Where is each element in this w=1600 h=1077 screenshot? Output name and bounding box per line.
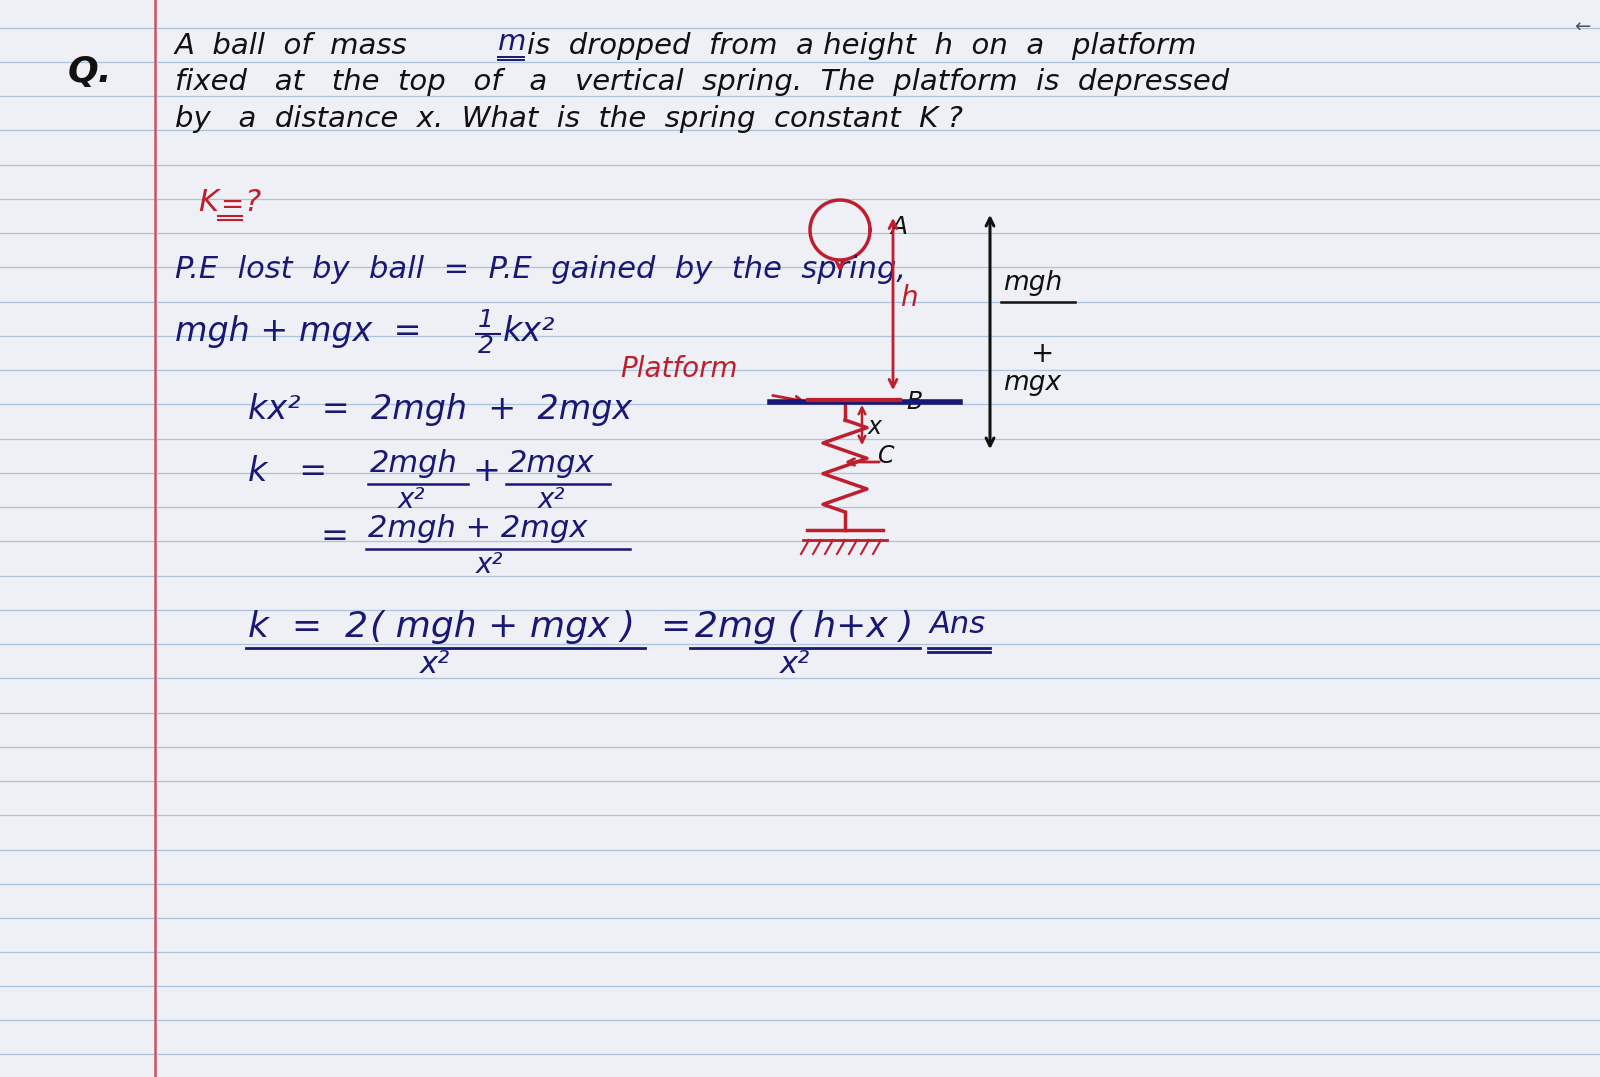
Text: A: A xyxy=(890,215,907,239)
Text: h: h xyxy=(899,284,918,312)
Text: K: K xyxy=(198,188,218,216)
Text: fixed   at   the  top   of   a   vertical  spring.  The  platform  is  depressed: fixed at the top of a vertical spring. T… xyxy=(174,68,1229,96)
Text: k  =  2: k = 2 xyxy=(248,610,368,644)
Text: mgx: mgx xyxy=(1003,370,1061,396)
Text: +: + xyxy=(1030,340,1053,368)
Text: x²: x² xyxy=(538,486,565,514)
Text: mgh + mgx  =: mgh + mgx = xyxy=(174,314,422,348)
Text: Ans: Ans xyxy=(930,610,986,639)
Text: P.E  lost  by  ball  =  P.E  gained  by  the  spring,: P.E lost by ball = P.E gained by the spr… xyxy=(174,255,906,284)
Text: C: C xyxy=(878,444,894,468)
Text: Q.: Q. xyxy=(67,55,112,89)
Text: ?: ? xyxy=(243,188,261,216)
Text: k   =: k = xyxy=(248,454,328,488)
Text: 2: 2 xyxy=(478,334,494,358)
Text: 2mgh: 2mgh xyxy=(370,449,458,478)
Text: is  dropped  from  a height  h  on  a   platform: is dropped from a height h on a platform xyxy=(526,32,1197,60)
Text: =: = xyxy=(320,520,349,553)
Text: 2mgx: 2mgx xyxy=(509,449,595,478)
Text: kx²  =  2mgh  +  2mgx: kx² = 2mgh + 2mgx xyxy=(248,393,632,426)
Text: mgh: mgh xyxy=(1003,270,1062,296)
Text: x²: x² xyxy=(781,651,810,679)
Text: by   a  distance  x.  What  is  the  spring  constant  K ?: by a distance x. What is the spring cons… xyxy=(174,104,963,132)
Text: kx²: kx² xyxy=(502,314,555,348)
Text: +: + xyxy=(472,454,499,488)
Text: ( mgh + mgx ): ( mgh + mgx ) xyxy=(370,610,635,644)
Text: x: x xyxy=(867,415,882,439)
Text: 2mgh + 2mgx: 2mgh + 2mgx xyxy=(368,514,587,543)
Text: x²: x² xyxy=(419,651,450,679)
Text: x²: x² xyxy=(477,551,504,579)
Text: Platform: Platform xyxy=(621,355,738,383)
Text: 1: 1 xyxy=(478,308,494,332)
Text: A  ball  of  mass: A ball of mass xyxy=(174,32,408,60)
Text: =: = xyxy=(221,191,243,219)
Text: m: m xyxy=(498,28,526,56)
Text: =: = xyxy=(661,610,690,644)
Text: B: B xyxy=(906,390,922,414)
Text: 2mg ( h+x ): 2mg ( h+x ) xyxy=(694,610,914,644)
Text: ←: ← xyxy=(1574,18,1590,37)
Text: x²: x² xyxy=(398,486,426,514)
